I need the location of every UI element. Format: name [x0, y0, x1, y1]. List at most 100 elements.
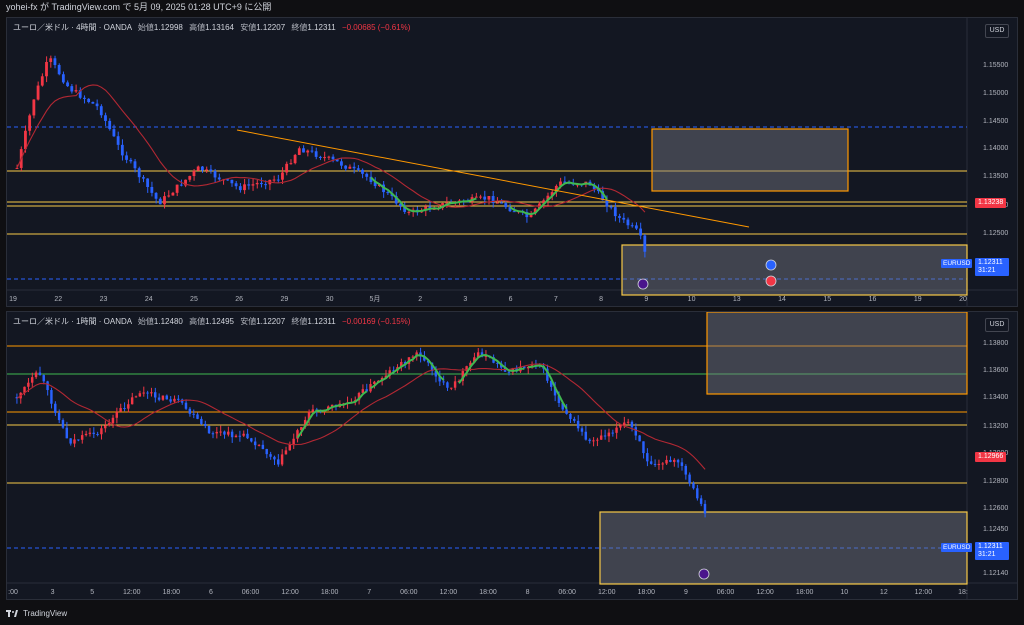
open-value: 1.12480	[153, 317, 183, 326]
candle-body	[680, 462, 684, 466]
candle-body	[348, 166, 352, 169]
candle-body	[230, 179, 234, 184]
candle-body	[196, 414, 199, 419]
candle-body	[699, 498, 703, 504]
footer-brand[interactable]: TradingView	[6, 607, 67, 621]
chart-4h-panel[interactable]: 1.155001.150001.145001.140001.135001.130…	[6, 17, 1018, 307]
candle-body	[192, 170, 196, 177]
time-tick-label: 13	[733, 296, 741, 303]
candle-body	[65, 427, 69, 439]
candle-body	[169, 399, 172, 402]
candle-body	[180, 399, 184, 403]
price-tick-label: 1.13400	[983, 394, 1008, 401]
candle-body	[492, 357, 495, 363]
time-tick-label: 12:00	[281, 589, 299, 596]
currency-button[interactable]: USD	[985, 24, 1009, 38]
candle-body	[676, 459, 680, 463]
candle-body	[226, 179, 230, 181]
candle-body	[296, 430, 299, 439]
candle-body	[584, 431, 588, 440]
supply-zone-box	[706, 312, 968, 395]
candle-body	[403, 205, 407, 212]
high-value: 1.12495	[205, 317, 234, 326]
price-tick-label: 1.14500	[983, 118, 1008, 125]
candle-body	[104, 425, 107, 429]
chart-4h-canvas[interactable]: 1.155001.150001.145001.140001.135001.130…	[7, 18, 1017, 306]
current-price-tag: 1.12311 31:21	[975, 542, 1009, 560]
candle-body	[243, 184, 246, 191]
candle-body	[563, 181, 567, 183]
candle-body	[91, 102, 95, 104]
candle-body	[373, 381, 376, 385]
candle-body	[211, 433, 215, 435]
candle-body	[484, 355, 488, 357]
time-tick-label: 26	[235, 296, 243, 303]
candle-body	[665, 459, 668, 464]
candle-body	[553, 386, 557, 396]
candle-body	[638, 435, 641, 442]
trend-curve	[509, 181, 608, 216]
candle-body	[142, 177, 145, 179]
time-tick-label: 18:00	[163, 589, 181, 596]
candle-body	[496, 362, 499, 364]
candle-body	[247, 184, 251, 186]
candle-body	[445, 202, 449, 204]
candle-body	[250, 438, 253, 442]
candle-body	[473, 357, 476, 363]
bar-countdown: 31:21	[978, 551, 996, 558]
candle-body	[426, 360, 430, 363]
candle-body	[158, 198, 162, 205]
candle-body	[40, 76, 44, 86]
time-tick-label: 7	[367, 589, 371, 596]
candle-body	[264, 184, 267, 186]
candle-body	[461, 371, 464, 381]
time-tick-label: 9	[684, 589, 688, 596]
supply-zone-box	[651, 128, 849, 192]
time-tick-label: 10	[688, 296, 696, 303]
chart-4h-legend: ユーロ／米ドル · 4時間 · OANDA 始値1.12998 高値1.1316…	[13, 22, 410, 33]
close-value: 1.12311	[307, 23, 336, 32]
candle-body	[630, 225, 634, 227]
candle-body	[130, 397, 134, 405]
candle-body	[327, 156, 331, 158]
candle-body	[73, 439, 76, 444]
candle-body	[227, 431, 230, 435]
trend-curve	[528, 364, 568, 410]
candle-body	[500, 202, 503, 204]
chart-1h-panel[interactable]: 1.138001.136001.134001.132001.130001.128…	[6, 311, 1018, 600]
candle-body	[269, 454, 272, 457]
candle-body	[273, 456, 276, 460]
time-tick-label: 25	[190, 296, 198, 303]
candle-body	[261, 444, 265, 450]
candle-body	[251, 184, 255, 186]
candle-body	[384, 375, 388, 379]
price-tick-label: 1.13600	[983, 367, 1008, 374]
open-label: 始値	[137, 317, 154, 326]
candle-body	[434, 371, 438, 377]
candle-body	[138, 393, 142, 397]
candle-body	[259, 182, 263, 185]
candle-body	[242, 433, 245, 436]
candle-body	[133, 161, 137, 169]
candle-body	[46, 381, 49, 391]
time-tick-label: 19	[9, 296, 17, 303]
candle-body	[703, 503, 707, 514]
candle-body	[457, 380, 461, 382]
candle-body	[561, 402, 564, 410]
candle-body	[111, 417, 115, 424]
candle-body	[77, 439, 80, 441]
chart-1h-canvas[interactable]: 1.138001.136001.134001.132001.130001.128…	[7, 312, 1017, 599]
time-tick-label: 5月	[369, 295, 380, 303]
candle-body	[125, 155, 128, 160]
candle-body	[388, 370, 391, 376]
candle-body	[57, 65, 61, 75]
candle-body	[542, 200, 546, 204]
currency-button[interactable]: USD	[985, 318, 1009, 332]
candle-body	[300, 427, 303, 431]
candle-body	[303, 419, 307, 428]
candle-body	[423, 356, 426, 361]
demand-zone-box	[599, 511, 968, 585]
candle-body	[215, 431, 218, 434]
candle-body	[661, 463, 664, 465]
candle-body	[15, 167, 19, 169]
